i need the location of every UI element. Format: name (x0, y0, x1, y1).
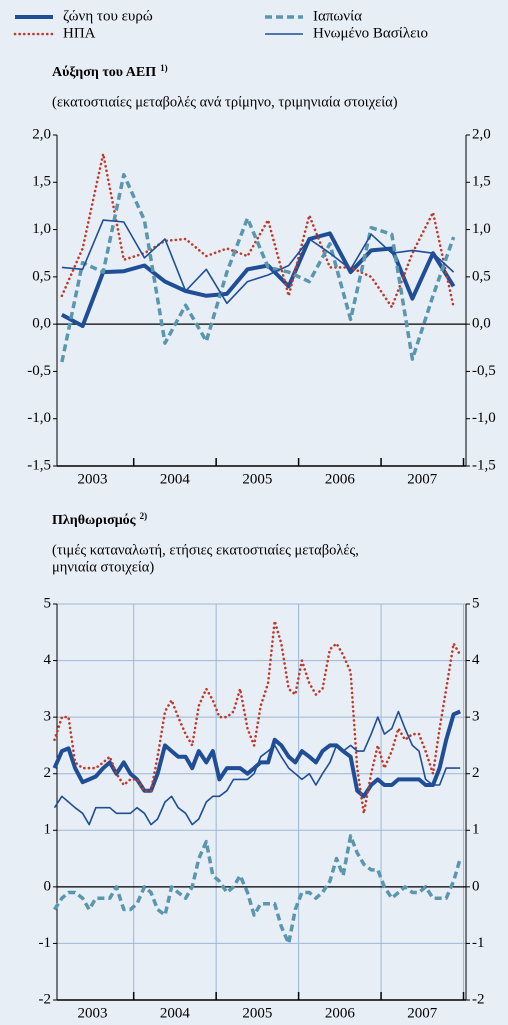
x-tick-label: 2004 (160, 1005, 191, 1021)
series-line (60, 231, 456, 328)
x-tick-label: 2007 (407, 471, 438, 487)
title-note: 2) (140, 511, 148, 521)
x-tick-label: 2005 (242, 1005, 272, 1021)
y-tick-label: 4 (44, 652, 52, 668)
x-tick-label: 2003 (77, 471, 107, 487)
panel-title: Πληθωρισμός (52, 513, 137, 528)
y-tick-label: 0,0 (32, 316, 51, 332)
y2-tick-label: 5 (472, 595, 480, 611)
series-line (60, 152, 455, 309)
legend-label: ΗΠΑ (63, 25, 96, 41)
x-tick-label: 2006 (325, 471, 356, 487)
series-line (53, 710, 461, 826)
y-tick-label: 1,5 (32, 174, 51, 190)
y2-tick-label: 3 (472, 709, 480, 725)
y-tick-label: -0,5 (27, 363, 51, 379)
series-line (53, 619, 462, 815)
y-tick-label: -2 (39, 991, 52, 1007)
panel-subtitle: (τιμές καταναλωτή, ετήσιες εκατοστιαίες … (52, 542, 359, 558)
title-note: 1) (160, 63, 168, 73)
y2-tick-label: 0,0 (472, 316, 491, 332)
y-tick-label: 1,0 (32, 221, 51, 237)
y-tick-label: -1,0 (27, 410, 51, 426)
series-line (61, 219, 455, 305)
x-tick-label: 2005 (242, 471, 272, 487)
series-line (52, 709, 461, 799)
x-tick-label: 2006 (325, 1005, 356, 1021)
series-line (60, 172, 456, 363)
series-line (53, 834, 462, 946)
panel-subtitle: (εκατοστιαίες μεταβολές ανά τρίμηνο, τρι… (52, 94, 398, 110)
y2-tick-label: 1 (472, 822, 480, 838)
y2-tick-label: 1,5 (472, 174, 491, 190)
y2-tick-label: 4 (472, 652, 480, 668)
y2-tick-label: 2,0 (472, 126, 491, 142)
x-tick-label: 2007 (407, 1005, 438, 1021)
legend-label: Ιαπωνία (313, 8, 362, 24)
legend-label: Ηνωμένο Βασίλειο (313, 25, 428, 41)
y-tick-label: 3 (44, 709, 52, 725)
panel-title: Αύξηση του ΑΕΠ (52, 65, 156, 80)
y2-tick-label: -1,0 (472, 410, 496, 426)
y2-tick-label: -1 (472, 935, 485, 951)
y2-tick-label: -2 (472, 991, 485, 1007)
y2-tick-label: 0,5 (472, 268, 491, 284)
legend-label: ζώνη του ευρώ (63, 8, 153, 24)
y-tick-label: 1 (44, 822, 52, 838)
y-tick-label: 0 (44, 878, 52, 894)
y2-tick-label: -0,5 (472, 363, 496, 379)
panel-subtitle: μηνιαία στοιχεία) (52, 559, 154, 575)
y-tick-label: 0,5 (32, 268, 51, 284)
y2-tick-label: 1,0 (472, 221, 491, 237)
y-tick-label: 2 (44, 765, 52, 781)
y2-tick-label: 2 (472, 765, 480, 781)
x-tick-label: 2004 (160, 471, 191, 487)
x-tick-label: 2003 (77, 1005, 107, 1021)
y-tick-label: -1 (39, 935, 52, 951)
y2-tick-label: 0 (472, 878, 480, 894)
y-tick-label: 2,0 (32, 126, 51, 142)
y-tick-label: 5 (44, 595, 52, 611)
y-tick-label: -1,5 (27, 457, 51, 473)
y2-tick-label: -1,5 (472, 457, 496, 473)
